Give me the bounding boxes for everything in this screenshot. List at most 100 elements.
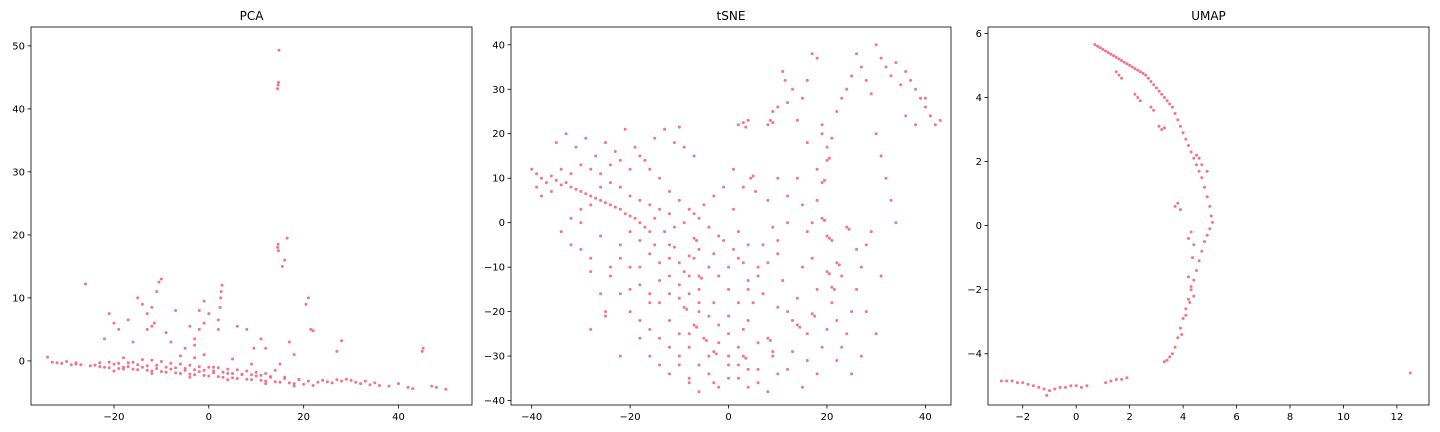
data-point [574, 187, 578, 191]
data-point [292, 353, 296, 357]
data-point [1136, 96, 1140, 99]
data-point [1074, 384, 1078, 388]
data-point [889, 198, 893, 202]
data-point [159, 370, 163, 374]
data-point [823, 178, 826, 182]
data-point [193, 368, 197, 372]
data-point [810, 221, 814, 225]
data-point [1176, 118, 1180, 122]
data-point [756, 274, 760, 278]
data-point [768, 339, 772, 342]
data-point [1098, 46, 1102, 50]
data-point [309, 327, 313, 331]
data-point [697, 363, 701, 367]
data-point [1114, 377, 1118, 381]
data-point [859, 354, 863, 358]
data-point [277, 249, 280, 253]
data-point [140, 302, 144, 306]
data-point [164, 370, 168, 374]
data-point [741, 261, 745, 265]
y-tick-label: 10 [492, 174, 505, 185]
data-point [1026, 382, 1030, 386]
data-point [761, 292, 765, 296]
data-point [131, 367, 135, 371]
data-point [1149, 105, 1153, 109]
data-point [677, 363, 681, 367]
data-point [1205, 195, 1209, 199]
data-point [695, 325, 698, 329]
data-point [648, 252, 652, 256]
data-point [756, 367, 760, 371]
data-point [264, 379, 268, 383]
data-point [202, 373, 206, 377]
data-point [786, 194, 790, 198]
data-point [928, 114, 932, 118]
data-point [178, 354, 182, 358]
data-point [623, 127, 627, 131]
data-point [754, 190, 758, 193]
data-point [540, 194, 543, 198]
data-point [653, 243, 657, 247]
data-point [1053, 387, 1057, 391]
data-point [638, 198, 642, 202]
data-point [1144, 73, 1148, 77]
data-point [717, 341, 721, 345]
data-point [1080, 385, 1083, 389]
data-point [685, 307, 689, 311]
data-point [178, 372, 182, 375]
data-point [150, 324, 154, 328]
data-point [1170, 105, 1174, 109]
data-point [899, 83, 903, 87]
data-point [245, 377, 249, 381]
data-point [157, 280, 161, 284]
data-point [704, 339, 708, 342]
data-point [340, 339, 344, 343]
data-point [810, 312, 814, 316]
data-point [150, 369, 154, 373]
data-point [746, 319, 750, 322]
x-tick-label: −20 [103, 412, 124, 423]
data-point [618, 207, 622, 211]
data-point [771, 225, 775, 229]
data-point [847, 227, 851, 231]
data-point [202, 299, 206, 303]
data-point [781, 279, 785, 282]
data-point [727, 363, 730, 367]
data-point [687, 207, 691, 211]
data-point [269, 375, 272, 379]
data-point [1176, 336, 1180, 340]
data-point [373, 381, 377, 385]
data-point [904, 114, 908, 118]
data-point [220, 283, 224, 287]
data-point [155, 363, 159, 367]
data-point [783, 78, 787, 82]
data-point [1408, 371, 1412, 375]
data-point [746, 385, 750, 389]
data-point [569, 185, 573, 189]
data-point [648, 354, 652, 358]
data-point [579, 163, 583, 167]
data-point [727, 314, 730, 318]
data-point [259, 373, 263, 377]
data-point [1162, 360, 1166, 364]
data-point [579, 221, 583, 225]
data-point [1160, 92, 1164, 96]
data-point [628, 167, 632, 171]
data-point [1184, 307, 1188, 311]
data-point [283, 375, 287, 379]
data-point [859, 265, 863, 269]
data-point [795, 323, 799, 327]
data-point [697, 274, 701, 278]
data-point [117, 327, 121, 331]
data-point [722, 239, 726, 242]
data-point [874, 332, 878, 336]
data-point [155, 367, 159, 370]
y-tick-label: 0 [499, 218, 505, 229]
data-point [1192, 243, 1196, 247]
data-point [608, 181, 612, 185]
data-point [559, 230, 563, 234]
data-point [658, 363, 662, 367]
data-point [746, 118, 750, 122]
data-point [835, 319, 839, 322]
data-point [335, 349, 339, 353]
